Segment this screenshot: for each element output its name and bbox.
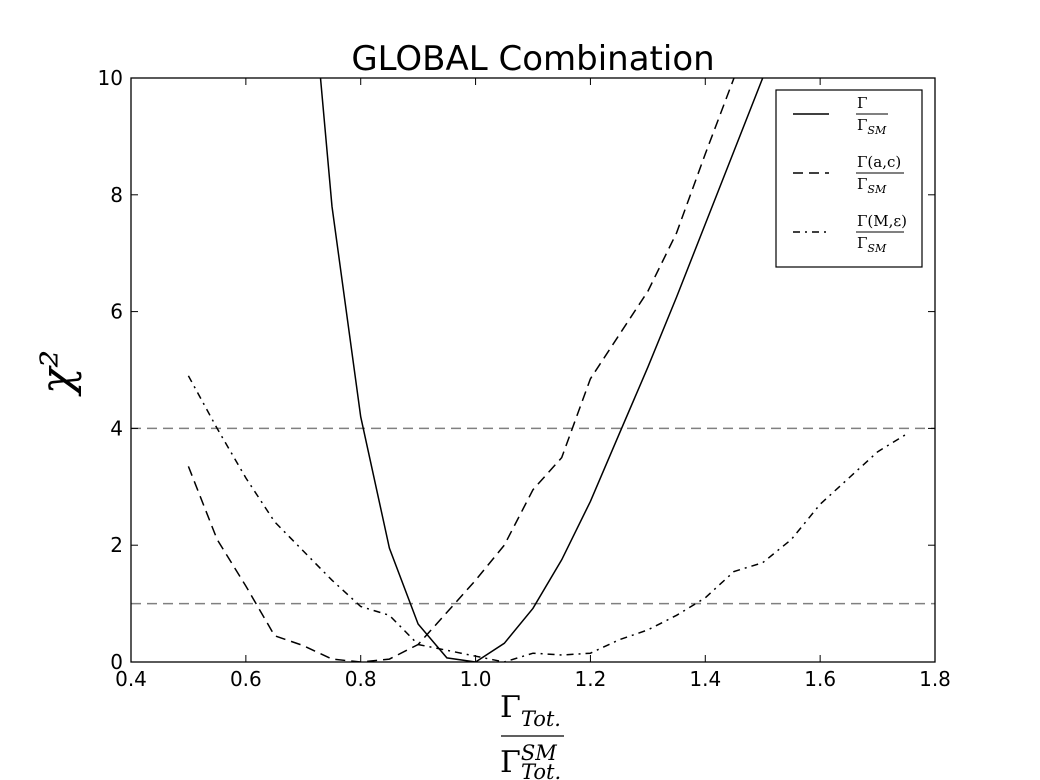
x-tick-label: 1.4 — [689, 667, 721, 691]
series-line-dashdot — [187, 375, 907, 662]
series-line-solid — [319, 78, 764, 662]
x-label-numerator: Γ — [500, 690, 521, 725]
legend-label-numerator: Γ(M,ε) — [857, 212, 907, 230]
legend-label-numerator: Γ — [857, 94, 867, 112]
y-tick-label: 8 — [110, 183, 123, 207]
legend-box — [775, 89, 923, 268]
chart-title: GLOBAL Combination — [351, 39, 714, 79]
x-tick-label: 1.8 — [919, 667, 951, 691]
svg-text:ΓSM: ΓSM — [500, 741, 557, 780]
y-tick-label: 10 — [98, 66, 123, 90]
series-layer — [187, 78, 907, 662]
x-axis: 0.4 0.6 0.8 1.0 1.2 1.4 1.6 1.8 — [115, 78, 951, 691]
series-line-dashed — [187, 78, 735, 662]
x-tick-label: 0.4 — [115, 667, 147, 691]
x-tick-label: 0.6 — [230, 667, 262, 691]
x-tick-label: 0.8 — [345, 667, 377, 691]
y-tick-label: 6 — [110, 300, 123, 324]
legend-label-numerator: Γ(a,c) — [857, 153, 901, 171]
x-label-denominator: Γ — [500, 745, 521, 780]
y-axis-label: χ² — [32, 350, 83, 397]
x-tick-label: 1.6 — [804, 667, 836, 691]
plot-frame — [130, 77, 936, 663]
y-tick-label: 4 — [110, 416, 123, 440]
x-label-numerator-sub: Tot. — [521, 707, 561, 731]
x-axis-label: ΓTot. ΓSM Tot. — [500, 690, 564, 780]
x-label-denominator-sup: SM — [521, 741, 557, 765]
x-tick-label: 1.0 — [460, 667, 492, 691]
y-tick-label: 2 — [110, 533, 123, 557]
x-label-denominator-sub: Tot. — [521, 760, 561, 780]
reference-lines — [131, 427, 935, 605]
svg-text:ΓTot.: ΓTot. — [500, 690, 561, 731]
y-axis: 0 2 4 6 8 10 — [98, 66, 935, 674]
y-tick-label: 0 — [110, 650, 123, 674]
x-tick-label: 1.2 — [575, 667, 607, 691]
